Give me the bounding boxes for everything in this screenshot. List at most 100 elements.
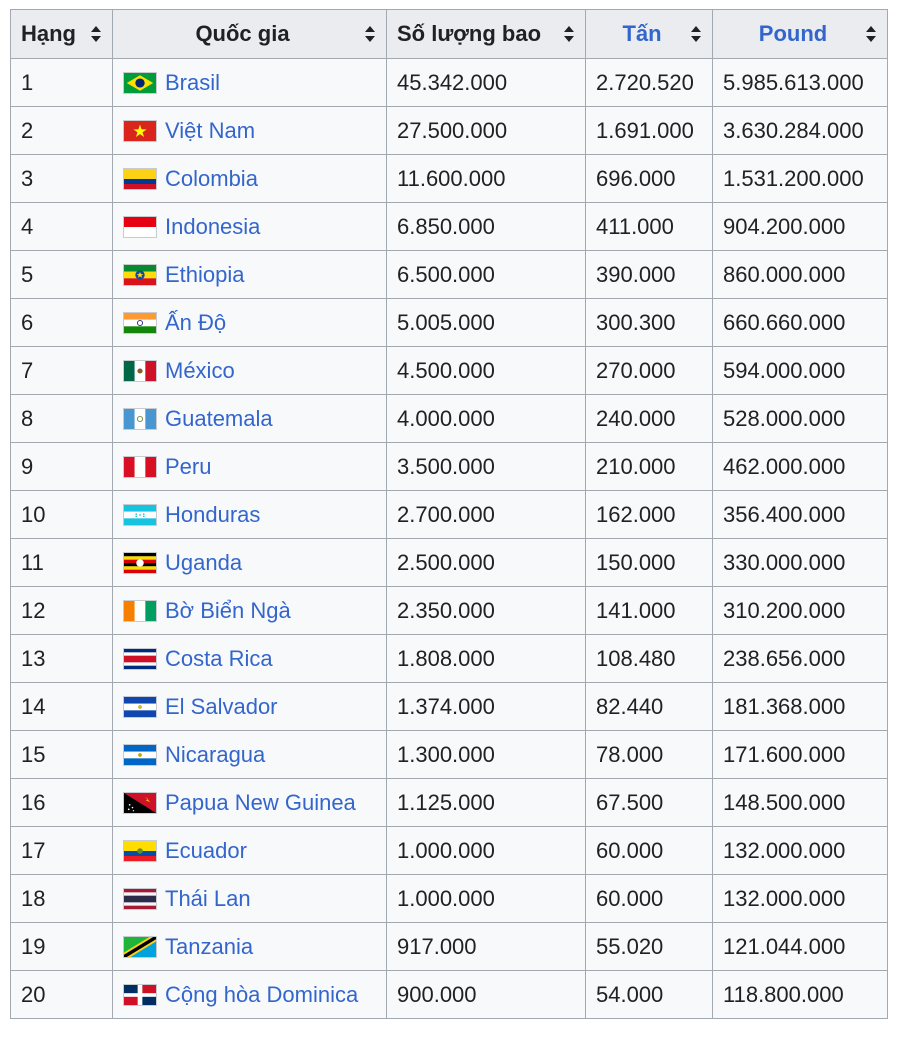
sort-icon[interactable] [866, 26, 877, 42]
rank-cell: 15 [10, 730, 113, 779]
table-row: 4 Indonesia 6.850.000 411.000 904.200.000 [10, 202, 888, 251]
papua-new-guinea-flag-icon [123, 792, 157, 815]
country-cell: Thái Lan [112, 874, 387, 923]
country-link[interactable]: Papua New Guinea [165, 790, 356, 816]
costa-rica-flag-icon [123, 648, 157, 671]
header-pounds[interactable]: Pound [712, 9, 888, 59]
country-cell: Papua New Guinea [112, 778, 387, 827]
header-rank[interactable]: Hạng [10, 9, 113, 59]
sort-icon[interactable] [564, 26, 575, 42]
guatemala-flag-icon [123, 408, 157, 431]
country-link[interactable]: Guatemala [165, 406, 273, 432]
bags-cell: 1.000.000 [386, 874, 586, 923]
rank-cell: 3 [10, 154, 113, 203]
rank-cell: 19 [10, 922, 113, 971]
tonnes-cell: 300.300 [585, 298, 713, 347]
table-row: 2 Việt Nam 27.500.000 1.691.000 3.630.284.00… [10, 106, 888, 155]
vietnam-flag-icon [123, 120, 157, 143]
bags-cell: 1.300.000 [386, 730, 586, 779]
pounds-cell: 171.600.000 [712, 730, 888, 779]
rank-cell: 13 [10, 634, 113, 683]
rank-cell: 16 [10, 778, 113, 827]
country-link[interactable]: Cộng hòa Dominica [165, 982, 359, 1008]
header-tonnes[interactable]: Tấn [585, 9, 713, 59]
tonnes-cell: 82.440 [585, 682, 713, 731]
rank-cell: 20 [10, 970, 113, 1019]
header-rank-label: Hạng [21, 21, 76, 46]
country-cell: Colombia [112, 154, 387, 203]
pounds-cell: 238.656.000 [712, 634, 888, 683]
country-link[interactable]: Indonesia [165, 214, 261, 240]
bags-cell: 11.600.000 [386, 154, 586, 203]
tonnes-cell: 2.720.520 [585, 58, 713, 107]
rank-cell: 12 [10, 586, 113, 635]
country-link[interactable]: Ethiopia [165, 262, 245, 288]
table-row: 6 Ấn Độ 5.005.000 300.300 660.660.000 [10, 298, 888, 347]
country-link[interactable]: Brasil [165, 70, 221, 96]
country-link[interactable]: México [165, 358, 235, 384]
country-link[interactable]: Honduras [165, 502, 261, 528]
bags-cell: 27.500.000 [386, 106, 586, 155]
tonnes-cell: 78.000 [585, 730, 713, 779]
country-link[interactable]: Thái Lan [165, 886, 251, 912]
bags-cell: 6.500.000 [386, 250, 586, 299]
rank-cell: 2 [10, 106, 113, 155]
tonnes-cell: 162.000 [585, 490, 713, 539]
colombia-flag-icon [123, 168, 157, 191]
tonnes-cell: 696.000 [585, 154, 713, 203]
dominican-republic-flag-icon [123, 984, 157, 1007]
header-tonnes-link[interactable]: Tấn [622, 21, 662, 46]
indonesia-flag-icon [123, 216, 157, 239]
rank-cell: 8 [10, 394, 113, 443]
table-row: 14 El Salvador 1.374.000 82.440 181.368.000 [10, 682, 888, 731]
country-link[interactable]: Tanzania [165, 934, 254, 960]
pounds-cell: 132.000.000 [712, 874, 888, 923]
country-link[interactable]: Peru [165, 454, 212, 480]
tonnes-cell: 411.000 [585, 202, 713, 251]
table-row: 9 Peru 3.500.000 210.000 462.000.000 [10, 442, 888, 491]
country-link[interactable]: Costa Rica [165, 646, 273, 672]
country-cell: Cộng hòa Dominica [112, 970, 387, 1019]
header-bags[interactable]: Số lượng bao [386, 9, 586, 59]
ecuador-flag-icon [123, 840, 157, 863]
bags-cell: 2.500.000 [386, 538, 586, 587]
sort-icon[interactable] [365, 26, 376, 42]
country-link[interactable]: El Salvador [165, 694, 278, 720]
pounds-cell: 330.000.000 [712, 538, 888, 587]
sort-icon[interactable] [91, 26, 102, 42]
country-cell: El Salvador [112, 682, 387, 731]
country-link[interactable]: Ấn Độ [165, 310, 227, 336]
rank-cell: 17 [10, 826, 113, 875]
country-link[interactable]: Bờ Biển Ngà [165, 598, 291, 624]
bags-cell: 4.500.000 [386, 346, 586, 395]
header-pounds-link[interactable]: Pound [758, 21, 828, 46]
pounds-cell: 462.000.000 [712, 442, 888, 491]
tonnes-cell: 270.000 [585, 346, 713, 395]
bags-cell: 3.500.000 [386, 442, 586, 491]
country-link[interactable]: Colombia [165, 166, 258, 192]
bags-cell: 2.700.000 [386, 490, 586, 539]
pounds-cell: 594.000.000 [712, 346, 888, 395]
country-link[interactable]: Nicaragua [165, 742, 266, 768]
country-link[interactable]: Uganda [165, 550, 243, 576]
bags-cell: 1.374.000 [386, 682, 586, 731]
country-link[interactable]: Ecuador [165, 838, 247, 864]
tonnes-cell: 390.000 [585, 250, 713, 299]
bags-cell: 1.125.000 [386, 778, 586, 827]
rank-cell: 5 [10, 250, 113, 299]
sort-icon[interactable] [691, 26, 702, 42]
ivory-coast-flag-icon [123, 600, 157, 623]
table-row: 17 Ecuador 1.000.000 60.000 132.000.000 [10, 826, 888, 875]
table-row: 3 Colombia 11.600.000 696.000 1.531.200.000 [10, 154, 888, 203]
uganda-flag-icon [123, 552, 157, 575]
header-country[interactable]: Quốc gia [112, 9, 387, 59]
country-cell: Ecuador [112, 826, 387, 875]
tonnes-cell: 1.691.000 [585, 106, 713, 155]
country-link[interactable]: Việt Nam [165, 118, 256, 144]
tonnes-cell: 141.000 [585, 586, 713, 635]
pounds-cell: 118.800.000 [712, 970, 888, 1019]
mexico-flag-icon [123, 360, 157, 383]
country-cell: Uganda [112, 538, 387, 587]
bags-cell: 900.000 [386, 970, 586, 1019]
table-row: 18 Thái Lan 1.000.000 60.000 132.000.000 [10, 874, 888, 923]
